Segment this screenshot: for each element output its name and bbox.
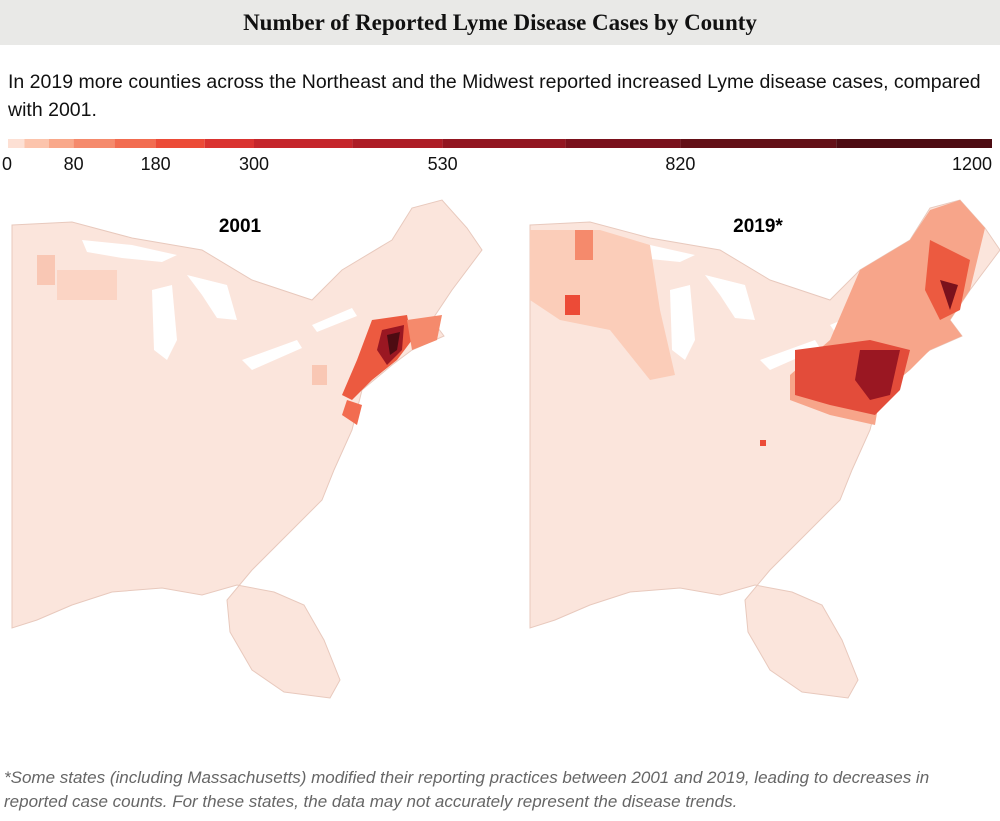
legend-bin (442, 139, 566, 148)
legend-bin (73, 139, 115, 148)
legend-bin (565, 139, 681, 148)
header-title: Number of Reported Lyme Disease Cases by… (0, 0, 1000, 45)
legend-bin (204, 139, 254, 148)
legend-bin (8, 139, 25, 148)
legend-tick-label: 80 (64, 154, 84, 174)
legend-bin (49, 139, 74, 148)
legend-tick-label: 0 (2, 154, 12, 174)
legend: 0 80 180 300 530 820 1200 (2, 139, 992, 174)
legend-tick-label: 180 (141, 154, 171, 174)
footnote: *Some states (including Massachusetts) m… (4, 768, 930, 811)
legend-bin (680, 139, 837, 148)
choropleth (530, 200, 985, 446)
legend-bin (24, 139, 49, 148)
map-title: 2001 (219, 216, 262, 237)
map-2019: 2019* (529, 199, 1000, 699)
subtitle: In 2019 more counties across the Northea… (8, 71, 981, 121)
map-2001: 2001 (11, 199, 483, 699)
legend-bin (352, 139, 443, 148)
legend-tick-label: 820 (665, 154, 695, 174)
legend-bin (155, 139, 205, 148)
legend-bin (114, 139, 156, 148)
legend-tick-label: 530 (428, 154, 458, 174)
legend-tick-label: 1200 (952, 154, 992, 174)
legend-tick-label: 300 (239, 154, 269, 174)
map-title: 2019* (733, 216, 783, 237)
legend-bin (254, 139, 353, 148)
choropleth (37, 255, 442, 425)
legend-bin (836, 139, 992, 148)
